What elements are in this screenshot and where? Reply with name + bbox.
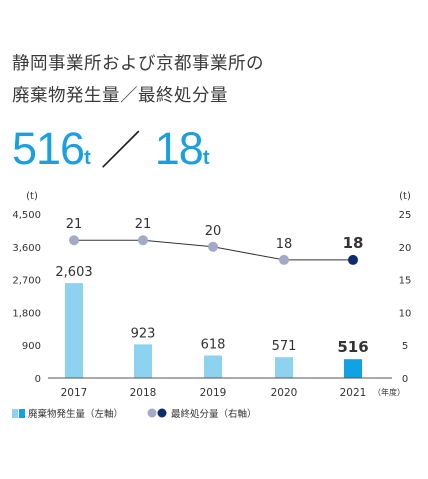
left-axis-tick-label: 900	[22, 341, 41, 352]
chart-title-line2: 廃棄物発生量／最終処分量	[12, 86, 228, 106]
left-axis-tick-label: 1,800	[12, 308, 41, 319]
highlight-separator: ／	[100, 129, 141, 173]
bar-value-label: 516	[337, 338, 368, 356]
legend-bar-swatch-light	[12, 409, 18, 418]
bar-2021	[344, 359, 362, 378]
line-value-label: 20	[205, 224, 222, 239]
bar-value-label: 2,603	[55, 265, 92, 280]
right-axis-tick-label: 5	[402, 341, 408, 352]
bar-2020	[275, 357, 293, 378]
right-axis-tick-label: 10	[399, 308, 412, 319]
chart-title-line1: 静岡事業所および京都事業所の	[12, 54, 264, 74]
right-axis-unit: (t)	[399, 191, 411, 202]
left-axis-tick-label: 2,700	[12, 276, 41, 287]
line-value-label: 21	[66, 217, 83, 232]
legend-line-label: 最終処分量（右軸）	[171, 408, 257, 420]
highlight-disposal-value: 18	[154, 123, 204, 174]
x-axis-tick-label: 2021	[340, 387, 367, 399]
bar-2018	[134, 344, 152, 378]
x-axis-tick-label: 2017	[61, 387, 88, 399]
left-axis-tick-label: 3,600	[12, 243, 41, 254]
bar-value-label: 571	[272, 339, 297, 354]
x-axis-tick-label: 2020	[271, 387, 298, 399]
right-axis-tick-label: 15	[399, 276, 412, 287]
x-axis-tick-label: 2019	[200, 387, 227, 399]
disposal-point-2019	[208, 241, 218, 252]
line-value-label: 18	[343, 234, 364, 252]
line-value-label: 18	[276, 237, 293, 252]
right-axis-tick-label: 0	[402, 374, 408, 385]
right-axis-tick-label: 20	[399, 243, 412, 254]
legend-bar-swatch-highlight	[19, 409, 25, 418]
legend-bar-label: 廃棄物発生量（左軸）	[28, 408, 123, 420]
line-value-label: 21	[135, 217, 152, 232]
bar-value-label: 923	[131, 326, 156, 341]
legend-point-swatch-highlight	[157, 408, 167, 418]
highlight-totals: 516t ／ 18t	[12, 118, 210, 174]
bar-2017	[65, 283, 83, 378]
highlight-waste-value: 516	[12, 123, 85, 174]
disposal-point-2018	[138, 235, 148, 246]
disposal-point-2020	[279, 254, 289, 265]
left-axis-unit: (t)	[26, 191, 38, 202]
left-axis-tick-label: 4,500	[12, 210, 41, 221]
bar-2019	[204, 355, 222, 378]
x-axis-unit: （年度）	[373, 387, 405, 397]
x-axis-tick-label: 2018	[130, 387, 157, 399]
right-axis-tick-label: 25	[399, 210, 412, 221]
highlight-waste-unit: t	[84, 147, 91, 169]
disposal-point-2017	[69, 235, 79, 246]
disposal-point-2021	[348, 254, 358, 265]
legend-point-swatch-light	[147, 408, 157, 418]
left-axis-tick-label: 0	[35, 374, 41, 385]
highlight-disposal-unit: t	[202, 147, 210, 169]
bar-value-label: 618	[201, 337, 226, 352]
